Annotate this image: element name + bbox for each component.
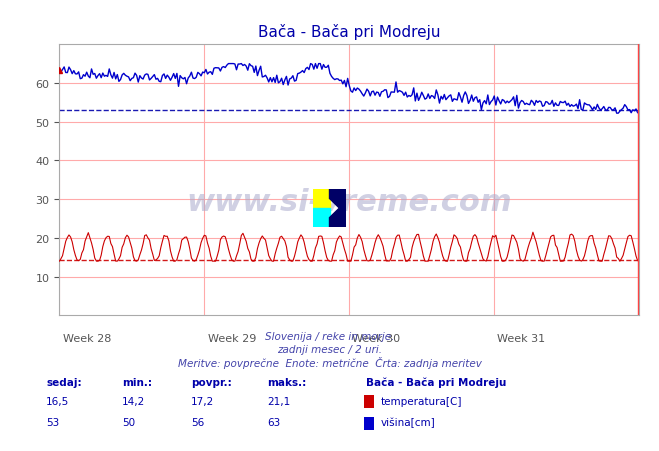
Text: povpr.:: povpr.: xyxy=(191,377,232,387)
Text: Slovenija / reke in morje.: Slovenija / reke in morje. xyxy=(265,331,394,341)
Text: Week 30: Week 30 xyxy=(353,333,401,343)
Text: min.:: min.: xyxy=(122,377,152,387)
Text: 63: 63 xyxy=(267,417,280,427)
Title: Bača - Bača pri Modreju: Bača - Bača pri Modreju xyxy=(258,24,440,40)
Text: www.si-vreme.com: www.si-vreme.com xyxy=(186,188,512,216)
Bar xyxy=(313,189,330,208)
Text: 50: 50 xyxy=(122,417,135,427)
Text: višina[cm]: višina[cm] xyxy=(381,416,436,427)
Text: Week 28: Week 28 xyxy=(63,333,111,343)
Text: 16,5: 16,5 xyxy=(46,396,69,405)
Text: Meritve: povprečne  Enote: metrične  Črta: zadnja meritev: Meritve: povprečne Enote: metrične Črta:… xyxy=(177,356,482,368)
Text: zadnji mesec / 2 uri.: zadnji mesec / 2 uri. xyxy=(277,345,382,354)
Polygon shape xyxy=(330,189,346,228)
Text: 53: 53 xyxy=(46,417,59,427)
Text: sedaj:: sedaj: xyxy=(46,377,82,387)
Text: 56: 56 xyxy=(191,417,204,427)
Text: 17,2: 17,2 xyxy=(191,396,214,405)
Text: Bača - Bača pri Modreju: Bača - Bača pri Modreju xyxy=(366,377,506,387)
Text: 14,2: 14,2 xyxy=(122,396,145,405)
Text: maks.:: maks.: xyxy=(267,377,306,387)
Text: Week 29: Week 29 xyxy=(208,333,256,343)
Text: 21,1: 21,1 xyxy=(267,396,290,405)
Text: Week 31: Week 31 xyxy=(498,333,546,343)
Text: temperatura[C]: temperatura[C] xyxy=(381,396,463,405)
Bar xyxy=(313,208,330,228)
